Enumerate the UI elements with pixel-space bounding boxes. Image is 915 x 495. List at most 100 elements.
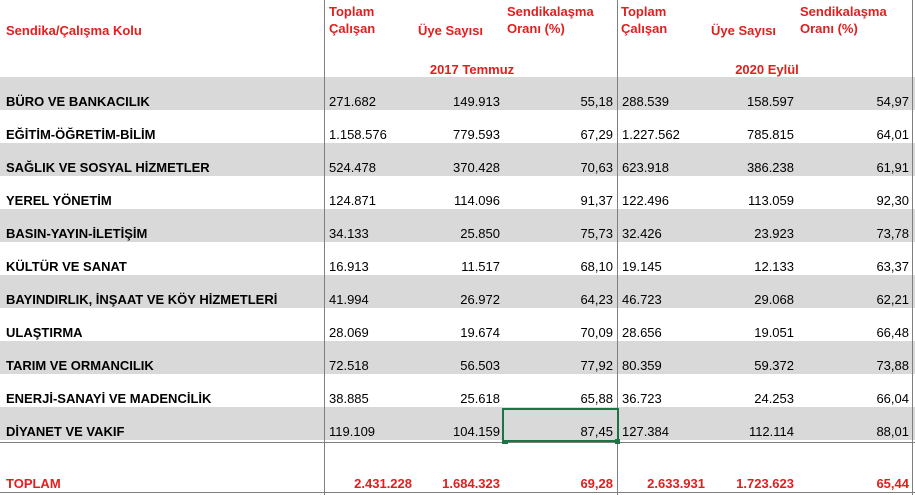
cell-t2017[interactable]: 1.158.576 (329, 127, 387, 142)
cell-u2017[interactable]: 149.913 (453, 94, 500, 109)
row-label[interactable]: EĞİTİM-ÖĞRETİM-BİLİM (6, 127, 156, 142)
period-2017-label[interactable]: 2017 Temmuz (429, 62, 515, 77)
cell-o2020[interactable]: 64,01 (876, 127, 909, 142)
selected-cell-outline[interactable] (502, 408, 619, 442)
cell-t2017[interactable]: 524.478 (329, 160, 376, 175)
total-uye-2017[interactable]: 1.684.323 (442, 476, 500, 491)
row-label[interactable]: DİYANET VE VAKIF (6, 424, 125, 439)
cell-t2020[interactable]: 32.426 (622, 226, 662, 241)
cell-o2017[interactable]: 55,18 (580, 94, 613, 109)
cell-t2017[interactable]: 124.871 (329, 193, 376, 208)
cell-u2017[interactable]: 19.674 (460, 325, 500, 340)
cell-o2017[interactable]: 70,63 (580, 160, 613, 175)
total-oran-2017[interactable]: 69,28 (580, 476, 613, 491)
header-toplam-line1: Toplam (329, 4, 375, 19)
cell-u2017[interactable]: 56.503 (460, 358, 500, 373)
cell-t2017[interactable]: 41.994 (329, 292, 369, 307)
cell-o2020[interactable]: 73,88 (876, 358, 909, 373)
fill-handle[interactable] (502, 441, 508, 444)
cell-o2020[interactable]: 92,30 (876, 193, 909, 208)
cell-o2017[interactable]: 87,45 (580, 424, 613, 439)
header-oran-2017[interactable]: Sendikalaşma Oranı (%) (507, 3, 594, 37)
row-label[interactable]: BÜRO VE BANKACILIK (6, 94, 150, 109)
cell-u2020[interactable]: 29.068 (754, 292, 794, 307)
cell-u2020[interactable]: 59.372 (754, 358, 794, 373)
cell-u2017[interactable]: 25.618 (460, 391, 500, 406)
header-uye-2020[interactable]: Üye Sayısı (711, 23, 777, 38)
total-oran-2020[interactable]: 65,44 (876, 476, 909, 491)
cell-o2020[interactable]: 66,04 (876, 391, 909, 406)
cell-u2020[interactable]: 386.238 (747, 160, 794, 175)
cell-u2020[interactable]: 12.133 (754, 259, 794, 274)
row-label[interactable]: TARIM VE ORMANCILIK (6, 358, 154, 373)
cell-t2020[interactable]: 46.723 (622, 292, 662, 307)
cell-t2020[interactable]: 28.656 (622, 325, 662, 340)
cell-u2020[interactable]: 23.923 (754, 226, 794, 241)
row-label[interactable]: BASIN-YAYIN-İLETİŞİM (6, 226, 148, 241)
cell-o2017[interactable]: 75,73 (580, 226, 613, 241)
cell-u2020[interactable]: 19.051 (754, 325, 794, 340)
cell-o2017[interactable]: 77,92 (580, 358, 613, 373)
row-label[interactable]: BAYINDIRLIK, İNŞAAT VE KÖY HİZMETLERİ (6, 292, 278, 307)
cell-u2017[interactable]: 114.096 (453, 193, 500, 208)
cell-u2017[interactable]: 25.850 (460, 226, 500, 241)
cell-u2017[interactable]: 370.428 (453, 160, 500, 175)
cell-o2020[interactable]: 63,37 (876, 259, 909, 274)
row-label[interactable]: YEREL YÖNETİM (6, 193, 112, 208)
total-toplam-2020[interactable]: 2.633.931 (647, 476, 705, 491)
cell-o2017[interactable]: 64,23 (580, 292, 613, 307)
total-label[interactable]: TOPLAM (6, 476, 61, 491)
cell-u2017[interactable]: 104.159 (453, 424, 500, 439)
period-2020-label[interactable]: 2020 Eylül (735, 62, 799, 77)
cell-o2020[interactable]: 88,01 (876, 424, 909, 439)
cell-u2020[interactable]: 158.597 (747, 94, 794, 109)
row-label[interactable]: SAĞLIK VE SOSYAL HİZMETLER (6, 160, 210, 175)
cell-u2020[interactable]: 112.114 (748, 424, 794, 439)
cell-o2017[interactable]: 68,10 (580, 259, 613, 274)
cell-t2017[interactable]: 119.109 (329, 424, 376, 439)
header-oran-2020[interactable]: Sendikalaşma Oranı (%) (800, 3, 887, 37)
cell-o2017[interactable]: 91,37 (580, 193, 613, 208)
cell-t2017[interactable]: 271.682 (329, 94, 376, 109)
cell-t2020[interactable]: 36.723 (622, 391, 662, 406)
header-toplam-2020[interactable]: Toplam Çalışan (621, 3, 667, 37)
cell-t2017[interactable]: 72.518 (329, 358, 369, 373)
cell-o2020[interactable]: 61,91 (876, 160, 909, 175)
cell-o2017[interactable]: 67,29 (580, 127, 613, 142)
fill-handle[interactable] (615, 439, 620, 444)
cell-t2020[interactable]: 127.384 (622, 424, 669, 439)
header-toplam-2017[interactable]: Toplam Çalışan (329, 3, 375, 37)
cell-u2017[interactable]: 779.593 (453, 127, 500, 142)
cell-t2020[interactable]: 1.227.562 (622, 127, 680, 142)
cell-t2017[interactable]: 28.069 (329, 325, 369, 340)
cell-t2017[interactable]: 38.885 (329, 391, 369, 406)
row-label[interactable]: ULAŞTIRMA (6, 325, 83, 340)
cell-u2017[interactable]: 26.972 (460, 292, 500, 307)
cell-o2020[interactable]: 66,48 (876, 325, 909, 340)
cell-u2020[interactable]: 113.059 (747, 193, 794, 208)
cell-o2017[interactable]: 70,09 (580, 325, 613, 340)
row-label[interactable]: ENERJİ-SANAYİ VE MADENCİLİK (6, 391, 212, 406)
cell-t2017[interactable]: 16.913 (329, 259, 369, 274)
header-column-label[interactable]: Sendika/Çalışma Kolu (6, 23, 142, 38)
cell-o2017[interactable]: 65,88 (580, 391, 613, 406)
cell-t2020[interactable]: 19.145 (622, 259, 662, 274)
cell-t2020[interactable]: 623.918 (622, 160, 669, 175)
row-band (0, 209, 915, 242)
cell-t2020[interactable]: 288.539 (622, 94, 669, 109)
cell-u2020[interactable]: 785.815 (747, 127, 794, 142)
header-uye-2017[interactable]: Üye Sayısı (418, 23, 484, 38)
total-uye-2020[interactable]: 1.723.623 (736, 476, 794, 491)
total-toplam-2017[interactable]: 2.431.228 (354, 476, 412, 491)
grid-line-vertical (324, 0, 325, 495)
cell-o2020[interactable]: 73,78 (876, 226, 909, 241)
cell-t2017[interactable]: 34.133 (329, 226, 369, 241)
cell-u2020[interactable]: 24.253 (754, 391, 794, 406)
cell-o2020[interactable]: 54,97 (876, 94, 909, 109)
cell-t2020[interactable]: 122.496 (622, 193, 669, 208)
cell-t2020[interactable]: 80.359 (622, 358, 662, 373)
row-label[interactable]: KÜLTÜR VE SANAT (6, 259, 127, 274)
cell-o2020[interactable]: 62,21 (876, 292, 909, 307)
cell-u2017[interactable]: 11.517 (461, 259, 500, 274)
